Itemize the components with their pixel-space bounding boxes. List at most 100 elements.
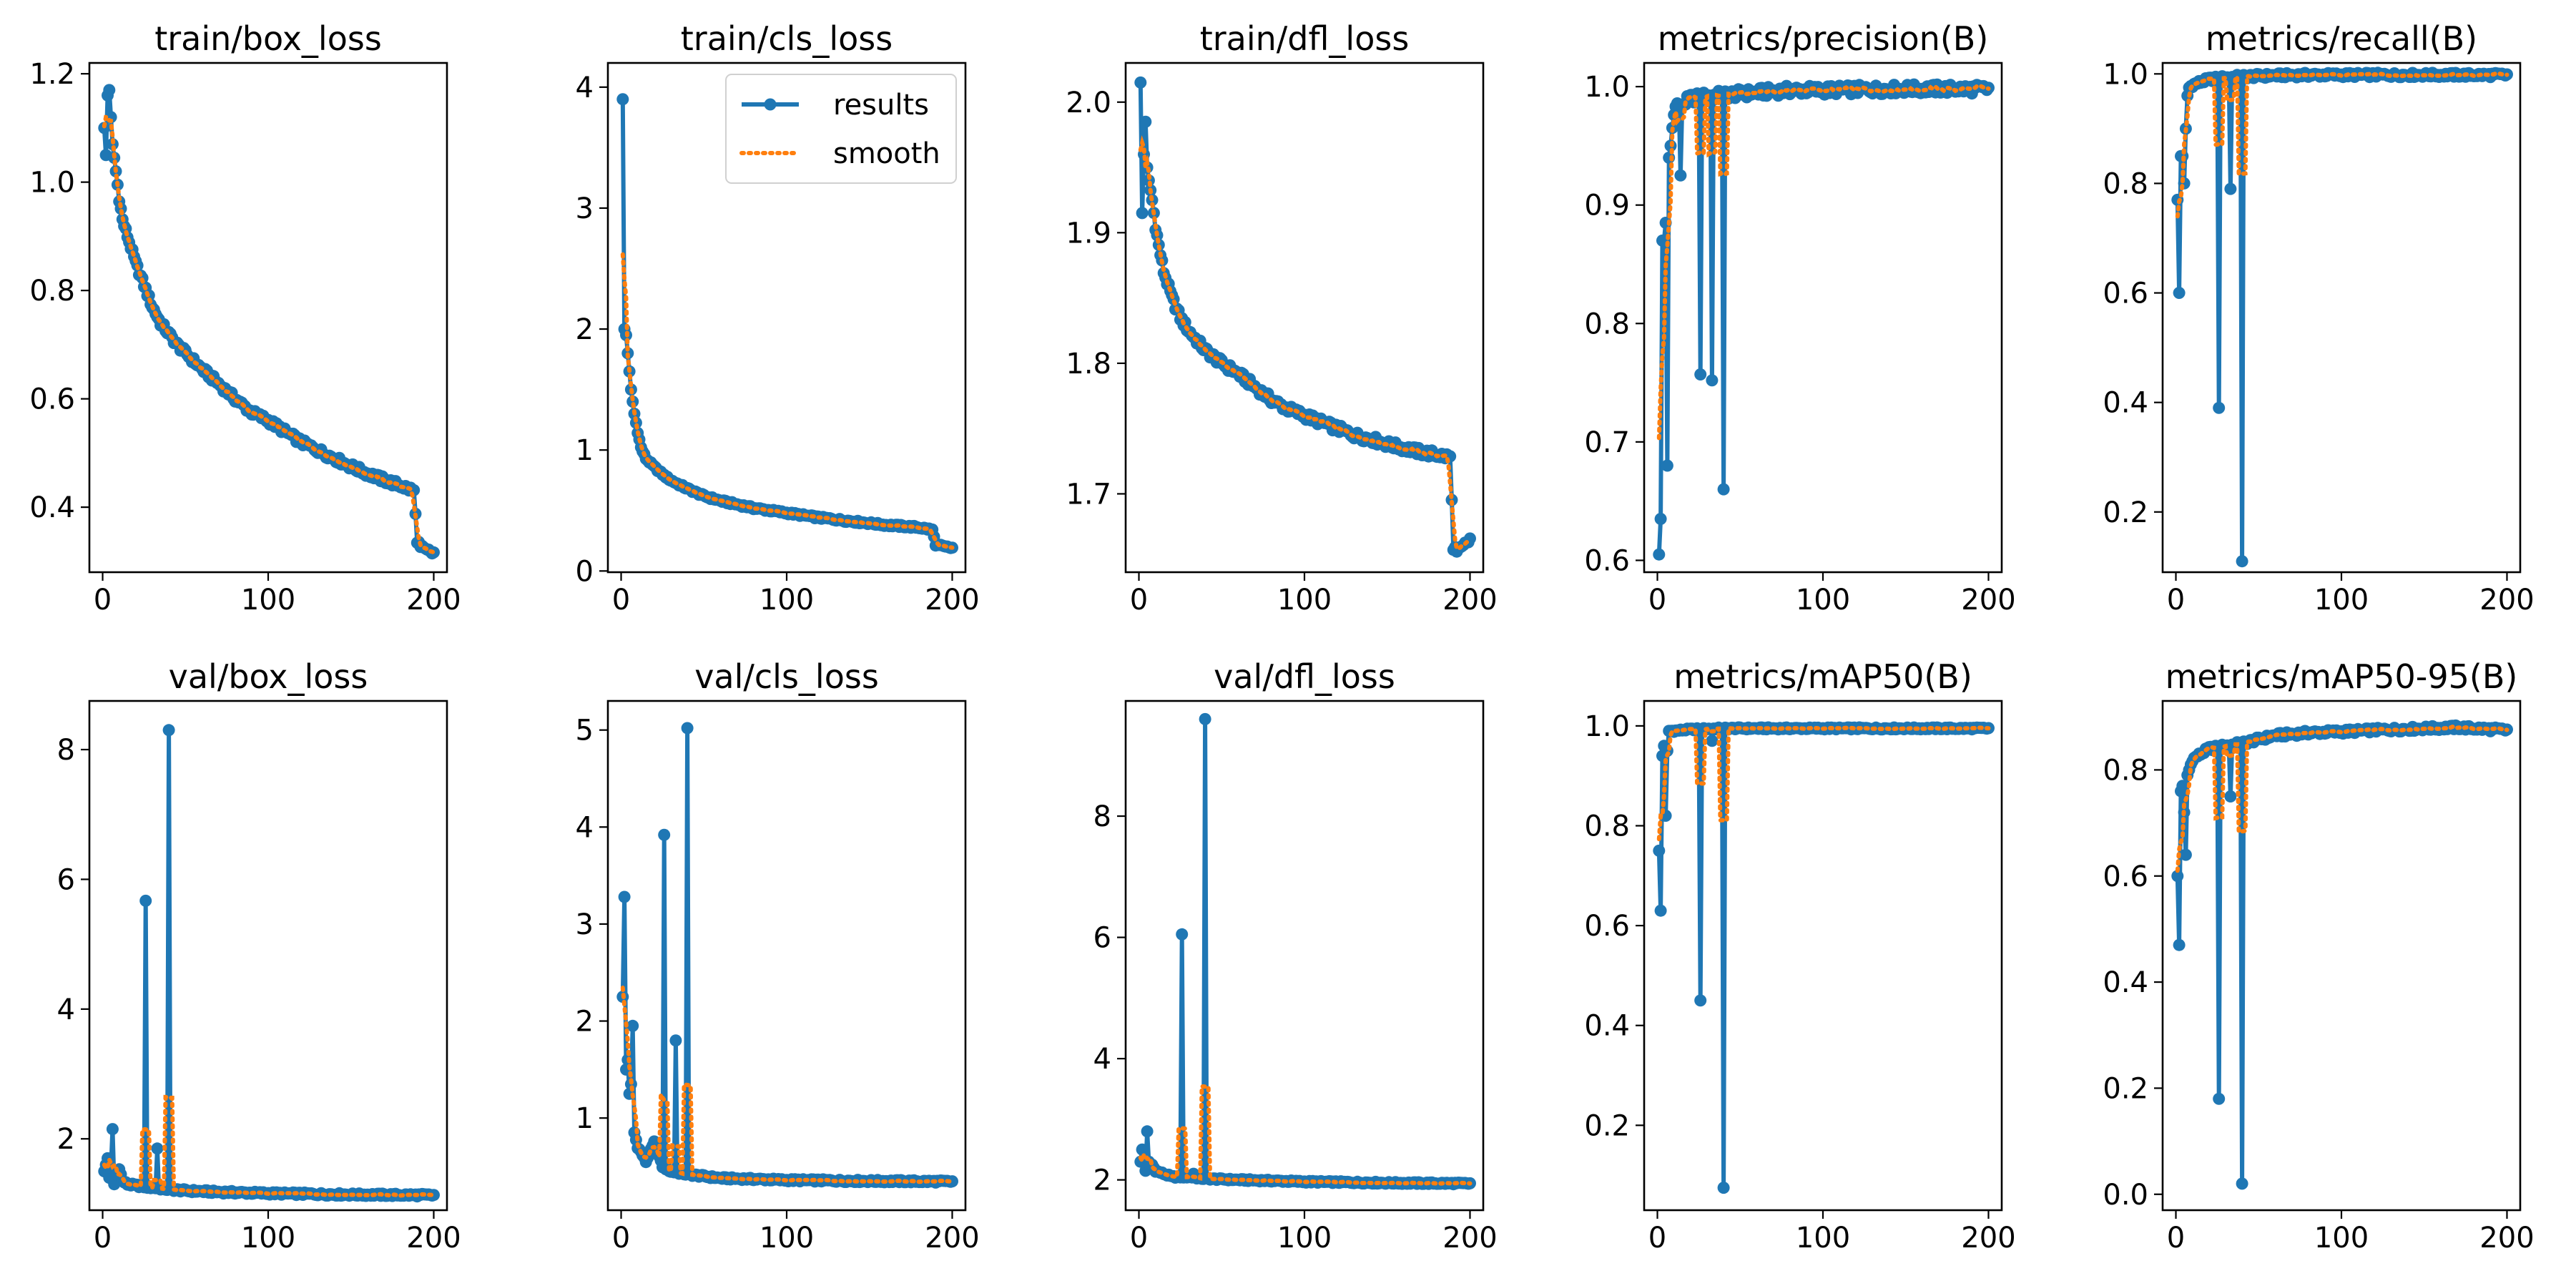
y-tick-label: 2 [57,1123,75,1156]
plot-content [1653,78,1995,561]
legend-results-marker [764,98,777,111]
results-point [658,828,671,841]
y-tick-label: 0.4 [2103,387,2148,420]
plot-content [2171,67,2513,568]
panel-8: 0 100 200 0.2 0.4 0.6 0.8 1.0 metrics/mAP50(B) [1584,657,2015,1255]
x-tick-label: 100 [241,584,295,617]
results-point [162,724,175,737]
x-tick-label: 200 [406,584,461,617]
results-point [1653,844,1666,857]
y-tick-label: 0 [576,555,594,588]
x-tick-label: 100 [1796,1222,1850,1255]
smooth-line [1656,725,1991,842]
results-point [2224,182,2237,195]
plot-area [89,63,447,572]
x-tick-label: 200 [925,584,979,617]
x-tick-label: 100 [759,1222,814,1255]
x-tick-label: 200 [1442,584,1497,617]
panel-2: 0 100 200 1.7 1.8 1.9 2.0 train/dfl_loss [1066,19,1497,617]
x-tick-label: 0 [612,1222,630,1255]
y-tick-label: 1.0 [1584,71,1630,104]
legend: results smooth [725,74,957,184]
y-tick-label: 4 [576,72,594,104]
plot-content [1134,76,1476,558]
y-tick-label: 3 [576,192,594,225]
y-tick-label: 1.9 [1066,217,1111,250]
plot-content [98,84,440,560]
results-point [1139,115,1152,128]
results-point [2224,790,2237,803]
panel-3: 0 100 200 0.6 0.7 0.8 0.9 1.0 metrics/precision(… [1584,19,2015,617]
panel-title: train/dfl_loss [1200,19,1410,58]
y-tick-label: 5 [576,715,594,747]
results-point [1694,994,1707,1007]
results-point [1176,928,1189,941]
results-point [626,1019,639,1032]
results-point [1674,169,1687,182]
results-point [626,396,639,408]
legend-results-label: results [833,89,929,122]
results-point [669,1034,682,1047]
plot-content [98,724,440,1203]
x-tick-label: 100 [759,584,814,617]
x-tick-label: 200 [1442,1222,1497,1255]
panel-title: train/cls_loss [681,19,893,58]
results-point [2236,555,2248,568]
y-tick-label: 1.8 [1066,348,1111,381]
legend-box [725,74,957,184]
y-tick-label: 1.0 [1584,710,1630,743]
results-point [106,1123,119,1136]
y-tick-label: 0.8 [1584,810,1630,843]
results-point [629,416,642,429]
x-tick-label: 0 [1130,1222,1148,1255]
x-tick-label: 100 [1796,584,1850,617]
results-point [1717,483,1730,496]
y-tick-label: 0.8 [29,275,75,308]
results-point [2213,1092,2226,1105]
x-tick-label: 200 [925,1222,979,1255]
y-tick-label: 0.4 [29,491,75,524]
plot-content [616,93,958,554]
x-tick-label: 0 [612,584,630,617]
y-tick-label: 0.2 [1584,1109,1630,1142]
y-tick-label: 0.0 [2103,1179,2148,1212]
y-tick-label: 1 [576,1102,594,1135]
smooth-line [2175,71,2509,219]
y-tick-label: 4 [1093,1043,1111,1076]
x-tick-label: 100 [1277,584,1332,617]
y-tick-label: 0.8 [2103,167,2148,200]
results-point [1706,374,1719,387]
y-tick-label: 6 [57,863,75,896]
panel-title: metrics/precision(B) [1658,19,1989,58]
plot-content [1134,712,1476,1191]
results-point [618,890,631,903]
results-point [1661,459,1673,472]
results-point [114,202,127,215]
plot-content [1653,721,1995,1194]
y-tick-label: 4 [57,993,75,1026]
y-tick-label: 1.0 [29,167,75,200]
x-tick-label: 0 [1130,584,1148,617]
results-point [616,93,629,106]
y-tick-label: 1.7 [1066,478,1111,511]
y-tick-label: 2.0 [1066,87,1111,119]
x-tick-label: 200 [2479,584,2534,617]
x-tick-label: 0 [2167,1222,2185,1255]
results-point [1199,712,1211,725]
results-point [1706,735,1719,747]
smooth-line [102,1094,436,1198]
y-tick-label: 8 [57,734,75,767]
y-tick-label: 1.2 [29,58,75,91]
x-tick-label: 100 [241,1222,295,1255]
smooth-line [102,114,436,555]
smooth-line [1138,1084,1473,1186]
panel-4: 0 100 200 0.2 0.4 0.6 0.8 1.0 metrics/recall(B) [2103,19,2534,617]
results-point [1136,1143,1149,1156]
y-tick-label: 2 [576,313,594,346]
y-tick-label: 0.4 [1584,1010,1630,1043]
results-point [103,84,116,97]
smooth-line [620,986,955,1184]
smooth-line [620,252,955,550]
legend-smooth-label: smooth [833,137,940,170]
